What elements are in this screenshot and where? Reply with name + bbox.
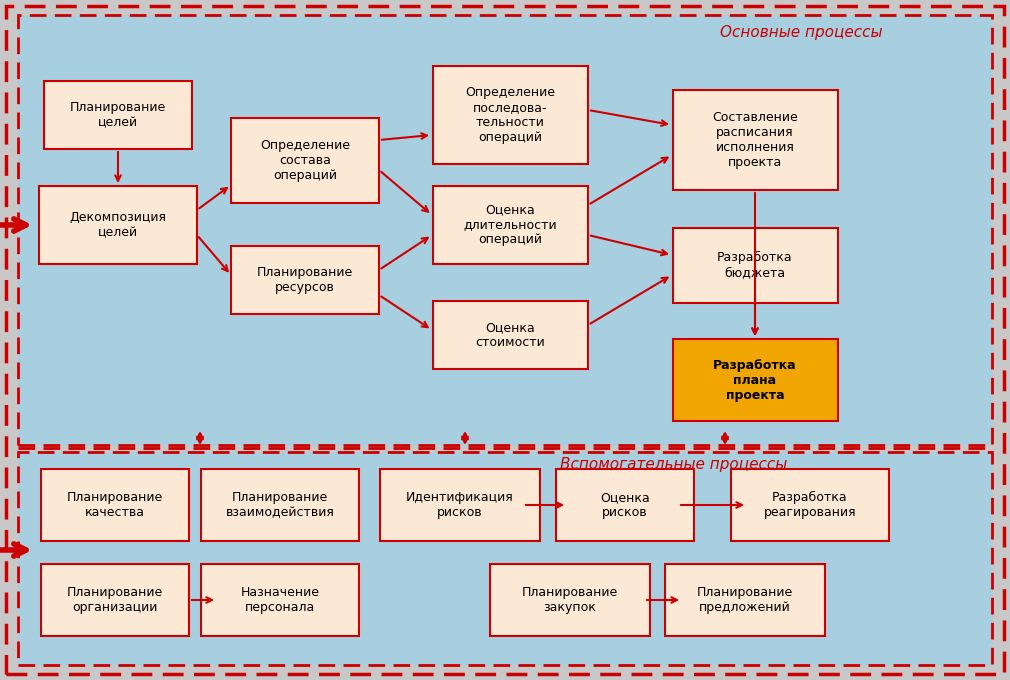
Text: Оценка
рисков: Оценка рисков bbox=[600, 491, 649, 519]
FancyBboxPatch shape bbox=[201, 469, 359, 541]
Text: Вспомогательные процессы: Вспомогательные процессы bbox=[560, 458, 787, 473]
Text: Планирование
закупок: Планирование закупок bbox=[522, 586, 618, 614]
FancyBboxPatch shape bbox=[41, 469, 189, 541]
FancyBboxPatch shape bbox=[380, 469, 540, 541]
FancyBboxPatch shape bbox=[39, 186, 197, 264]
FancyBboxPatch shape bbox=[665, 564, 825, 636]
Text: Составление
расписания
исполнения
проекта: Составление расписания исполнения проект… bbox=[712, 111, 798, 169]
FancyBboxPatch shape bbox=[231, 118, 379, 203]
Text: Декомпозиция
целей: Декомпозиция целей bbox=[70, 211, 167, 239]
FancyBboxPatch shape bbox=[18, 452, 992, 665]
FancyBboxPatch shape bbox=[432, 301, 588, 369]
FancyBboxPatch shape bbox=[673, 90, 837, 190]
Text: Определение
последова-
тельности
операций: Определение последова- тельности операци… bbox=[465, 86, 556, 144]
FancyBboxPatch shape bbox=[490, 564, 650, 636]
FancyBboxPatch shape bbox=[432, 186, 588, 264]
FancyBboxPatch shape bbox=[6, 6, 1004, 674]
Text: Разработка
реагирования: Разработка реагирования bbox=[764, 491, 856, 519]
FancyBboxPatch shape bbox=[231, 246, 379, 314]
FancyBboxPatch shape bbox=[41, 564, 189, 636]
Text: Планирование
взаимодействия: Планирование взаимодействия bbox=[225, 491, 334, 519]
Text: Идентификация
рисков: Идентификация рисков bbox=[406, 491, 514, 519]
FancyBboxPatch shape bbox=[731, 469, 889, 541]
Text: Оценка
длительности
операций: Оценка длительности операций bbox=[464, 203, 557, 247]
FancyBboxPatch shape bbox=[201, 564, 359, 636]
FancyBboxPatch shape bbox=[673, 228, 837, 303]
Text: Планирование
ресурсов: Планирование ресурсов bbox=[257, 266, 354, 294]
Text: Планирование
качества: Планирование качества bbox=[67, 491, 164, 519]
FancyBboxPatch shape bbox=[556, 469, 694, 541]
FancyBboxPatch shape bbox=[432, 66, 588, 164]
Text: Основные процессы: Основные процессы bbox=[720, 24, 883, 39]
Text: Назначение
персонала: Назначение персонала bbox=[240, 586, 319, 614]
Text: Планирование
организации: Планирование организации bbox=[67, 586, 164, 614]
Text: Оценка
стоимости: Оценка стоимости bbox=[475, 321, 544, 349]
Text: Разработка
бюджета: Разработка бюджета bbox=[717, 251, 793, 279]
FancyBboxPatch shape bbox=[673, 339, 837, 421]
Text: Планирование
предложений: Планирование предложений bbox=[697, 586, 793, 614]
Text: Определение
состава
операций: Определение состава операций bbox=[260, 139, 350, 182]
Text: Разработка
плана
проекта: Разработка плана проекта bbox=[713, 358, 797, 401]
Text: Планирование
целей: Планирование целей bbox=[70, 101, 166, 129]
FancyBboxPatch shape bbox=[44, 81, 192, 149]
FancyBboxPatch shape bbox=[18, 15, 992, 445]
